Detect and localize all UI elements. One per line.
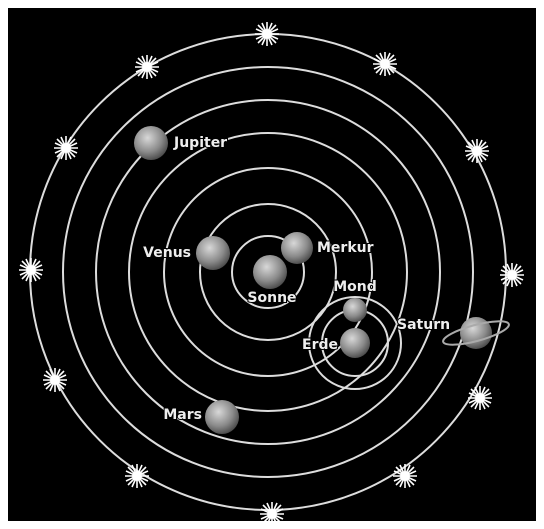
label: Jupiter <box>173 135 227 151</box>
label: Sonne <box>247 290 296 306</box>
solar-system-diagram: Jupiter Venus Merkur Sonne Mond Saturn E… <box>0 0 544 529</box>
label: Merkur <box>317 240 374 256</box>
label: Mars <box>163 407 202 423</box>
sonne <box>253 255 287 289</box>
mond <box>343 298 367 322</box>
jupiter <box>134 126 168 160</box>
label: Mond <box>333 279 377 295</box>
venus <box>196 236 230 270</box>
label: Erde <box>302 337 338 353</box>
merkur <box>281 232 313 264</box>
label: Venus <box>143 245 191 261</box>
mars <box>205 400 239 434</box>
label: Saturn <box>397 317 450 333</box>
erde <box>340 328 370 358</box>
